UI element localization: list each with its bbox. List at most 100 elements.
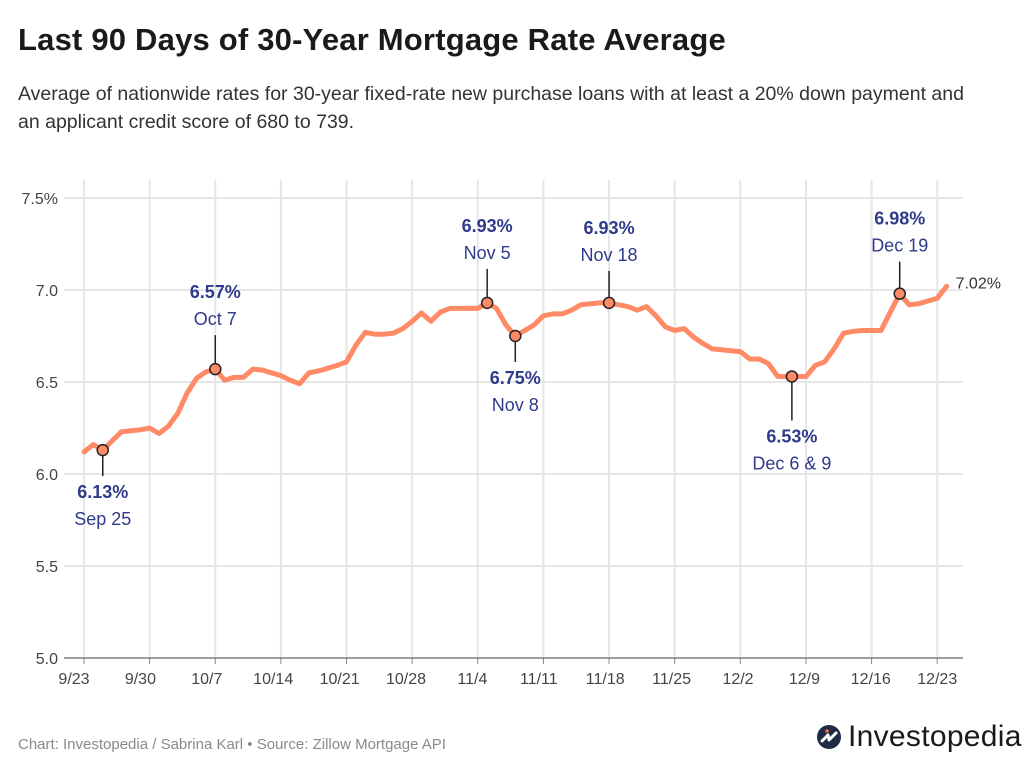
data-point <box>278 373 283 378</box>
data-point <box>400 326 405 331</box>
logo-wordmark: Investopedia <box>848 720 1022 753</box>
annotation-value: 6.13% <box>77 482 128 502</box>
data-point <box>110 438 115 443</box>
data-point <box>532 322 537 327</box>
annotation-date: Nov 5 <box>464 243 511 263</box>
data-point <box>382 332 387 337</box>
data-point <box>775 374 780 379</box>
data-point <box>344 359 349 364</box>
annotation-marker <box>509 329 522 343</box>
data-point <box>841 331 846 336</box>
annotation-date: Dec 6 & 9 <box>752 453 831 473</box>
data-point <box>157 431 162 436</box>
annotation-date: Nov 18 <box>581 245 638 265</box>
annotation-marker <box>96 443 110 457</box>
data-point <box>935 296 940 301</box>
y-tick-label: 7.5% <box>22 191 58 208</box>
data-point <box>710 346 715 351</box>
data-point <box>447 306 452 311</box>
x-tick-label: 11/18 <box>586 671 625 688</box>
x-tick-label: 12/2 <box>722 671 753 688</box>
chart-title: Last 90 Days of 30-Year Mortgage Rate Av… <box>18 22 726 57</box>
data-point <box>353 343 358 348</box>
data-point <box>325 366 330 371</box>
data-point <box>663 324 668 329</box>
x-tick-label: 12/9 <box>789 671 820 688</box>
data-point <box>82 449 87 454</box>
annotation-value: 6.93% <box>584 218 635 238</box>
data-point <box>616 302 621 307</box>
data-point <box>419 311 424 316</box>
data-point <box>410 319 415 324</box>
data-point <box>522 328 527 333</box>
x-tick-label: 11/4 <box>457 671 487 688</box>
data-point <box>850 329 855 334</box>
chart-subtitle: Average of nationwide rates for 30-year … <box>18 83 964 133</box>
investopedia-logo: Investopedia <box>816 720 1022 754</box>
y-tick-label: 6.0 <box>36 467 58 484</box>
annotation-date: Nov 8 <box>492 395 539 415</box>
data-point <box>307 370 312 375</box>
y-tick-label: 5.5 <box>36 559 58 576</box>
data-point <box>503 322 508 327</box>
data-point <box>635 308 640 313</box>
data-point <box>625 304 630 309</box>
y-tick-label: 5.0 <box>36 651 58 668</box>
annotation-value: 6.57% <box>190 282 241 302</box>
data-point <box>194 376 199 381</box>
data-point <box>391 331 396 336</box>
annotation-marker <box>785 370 799 383</box>
data-point <box>944 284 949 289</box>
data-point <box>569 308 574 313</box>
data-point <box>672 328 677 333</box>
data-point <box>175 411 180 416</box>
x-tick-label: 10/28 <box>386 671 426 688</box>
data-point <box>250 367 255 372</box>
x-tick-label: 12/23 <box>917 671 957 688</box>
x-tick-label: 10/21 <box>320 671 360 688</box>
end-value-label: 7.02% <box>956 275 1001 292</box>
data-point <box>457 306 462 311</box>
data-point <box>822 359 827 364</box>
data-point <box>494 306 499 311</box>
data-point <box>222 378 227 383</box>
data-point <box>597 300 602 305</box>
x-tick-label: 12/16 <box>851 671 891 688</box>
annotation-marker <box>480 296 494 310</box>
data-point <box>203 369 208 374</box>
investopedia-logo-icon <box>817 725 841 749</box>
data-point <box>138 427 143 432</box>
chart-credit: Chart: Investopedia / Sabrina Karl • Sou… <box>18 736 446 753</box>
data-point <box>700 341 705 346</box>
data-point <box>428 319 433 324</box>
data-point <box>728 348 733 353</box>
data-point <box>260 368 265 373</box>
data-point <box>541 313 546 318</box>
data-point <box>653 313 658 318</box>
data-point <box>888 310 893 315</box>
x-tick-label: 11/25 <box>652 671 691 688</box>
x-tick-label: 9/23 <box>58 671 89 688</box>
annotation-value: 6.98% <box>874 209 925 229</box>
data-point <box>241 375 246 380</box>
data-point <box>560 311 565 316</box>
annotation-date: Dec 19 <box>871 236 928 256</box>
data-point <box>766 361 771 366</box>
data-point <box>578 302 583 307</box>
data-point <box>185 391 190 396</box>
data-point <box>757 357 762 362</box>
annotation-marker <box>602 296 616 310</box>
data-point <box>925 299 930 304</box>
data-point <box>288 378 293 383</box>
data-point <box>916 301 921 306</box>
data-point <box>813 363 818 368</box>
data-point <box>907 302 912 307</box>
annotation-date: Oct 7 <box>194 309 237 329</box>
data-point <box>147 426 152 431</box>
annotation-marker <box>893 287 906 300</box>
data-point <box>128 428 133 433</box>
data-point <box>550 311 555 316</box>
annotation-marker <box>209 362 222 376</box>
data-point <box>363 330 368 335</box>
